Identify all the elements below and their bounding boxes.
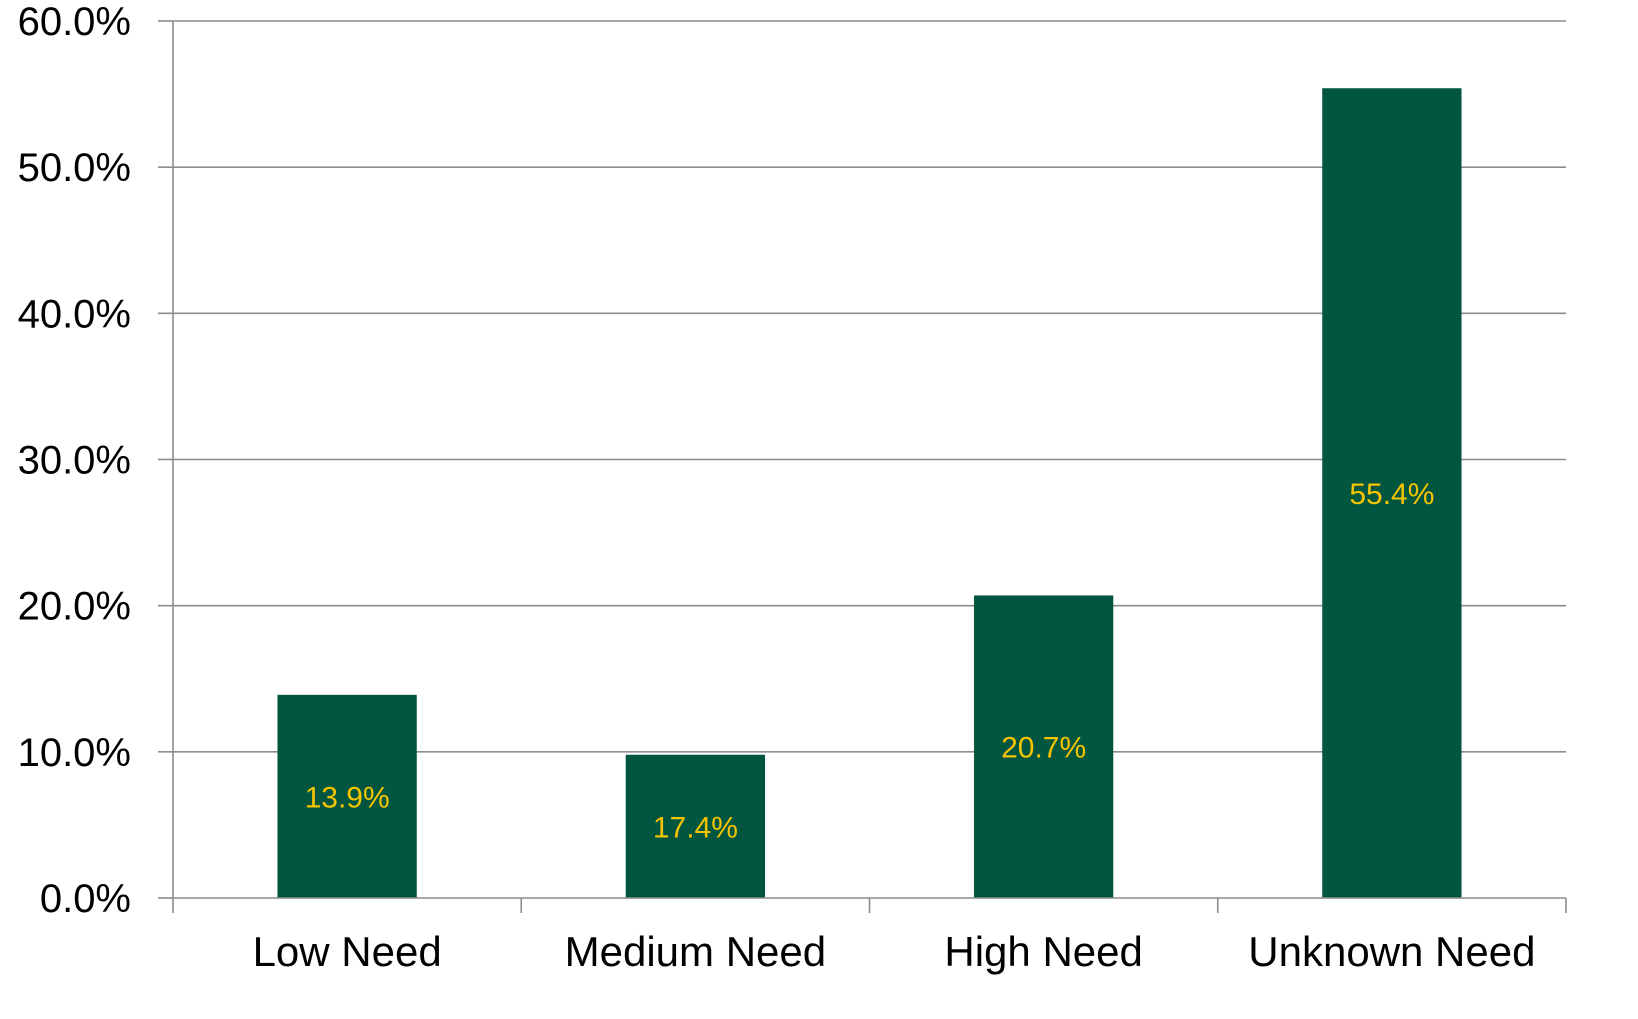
data-label: 13.9%: [305, 781, 390, 814]
y-tick-label: 50.0%: [18, 146, 131, 190]
x-category-label: Medium Need: [565, 928, 826, 975]
x-category-label: Unknown Need: [1248, 928, 1535, 975]
bar: [973, 595, 1114, 898]
axes: [158, 20, 1567, 913]
labels: 0.0% 10.0% 20.0% 30.0% 40.0% 50.0% 60.0% 13.9% L…: [18, 0, 1536, 975]
y-tick-label: 60.0%: [18, 0, 131, 44]
data-label: 55.4%: [1349, 478, 1434, 511]
x-category-label: High Need: [944, 928, 1142, 975]
y-tick-label: 30.0%: [18, 439, 131, 483]
y-tick-label: 20.0%: [18, 585, 131, 629]
bar: [625, 754, 766, 898]
y-tick-label: 10.0%: [18, 731, 131, 775]
bar: [277, 694, 417, 898]
y-tick-label: 40.0%: [18, 292, 131, 336]
data-label: 20.7%: [1001, 732, 1086, 765]
bars: [277, 88, 1462, 898]
bar: [1322, 88, 1462, 898]
data-label: 17.4%: [653, 811, 738, 844]
y-tick-label: 0.0%: [40, 877, 131, 921]
x-category-label: Low Need: [253, 928, 442, 975]
